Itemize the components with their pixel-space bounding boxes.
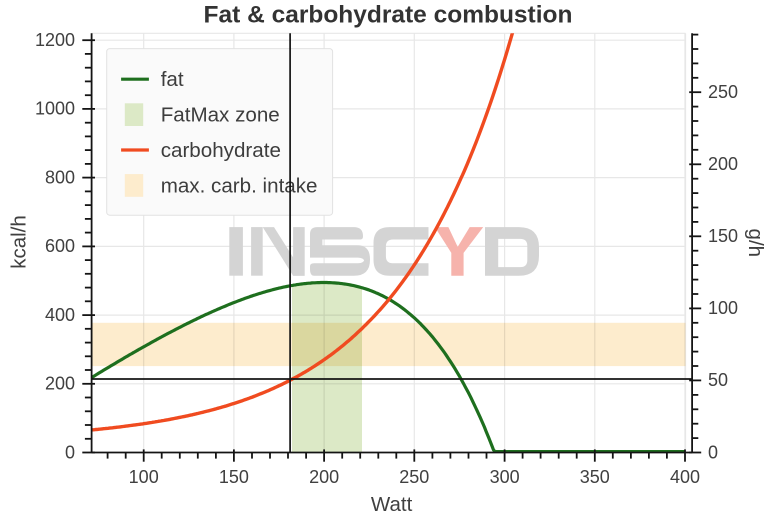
svg-text:800: 800: [45, 167, 75, 187]
svg-text:kcal/h: kcal/h: [8, 215, 31, 269]
svg-text:1000: 1000: [35, 99, 75, 119]
svg-text:300: 300: [490, 467, 520, 487]
svg-text:max. carb. intake: max. carb. intake: [161, 174, 318, 197]
svg-text:150: 150: [708, 226, 738, 246]
svg-text:150: 150: [219, 467, 249, 487]
svg-text:250: 250: [708, 82, 738, 102]
svg-text:0: 0: [708, 442, 718, 462]
svg-text:Watt: Watt: [371, 493, 413, 512]
svg-text:200: 200: [45, 374, 75, 394]
svg-text:1200: 1200: [35, 30, 75, 50]
svg-text:600: 600: [45, 236, 75, 256]
svg-text:0: 0: [65, 442, 75, 462]
svg-text:250: 250: [399, 467, 429, 487]
svg-text:350: 350: [580, 467, 610, 487]
svg-text:Fat & carbohydrate combustion: Fat & carbohydrate combustion: [204, 2, 573, 29]
svg-text:200: 200: [309, 467, 339, 487]
svg-text:100: 100: [708, 298, 738, 318]
svg-text:400: 400: [45, 305, 75, 325]
svg-text:50: 50: [708, 370, 728, 390]
svg-text:FatMax zone: FatMax zone: [161, 104, 280, 127]
svg-text:fat: fat: [161, 68, 184, 91]
svg-text:100: 100: [129, 467, 159, 487]
svg-text:200: 200: [708, 154, 738, 174]
svg-text:g/h: g/h: [744, 229, 767, 257]
svg-text:400: 400: [670, 467, 700, 487]
svg-text:carbohydrate: carbohydrate: [161, 139, 281, 162]
